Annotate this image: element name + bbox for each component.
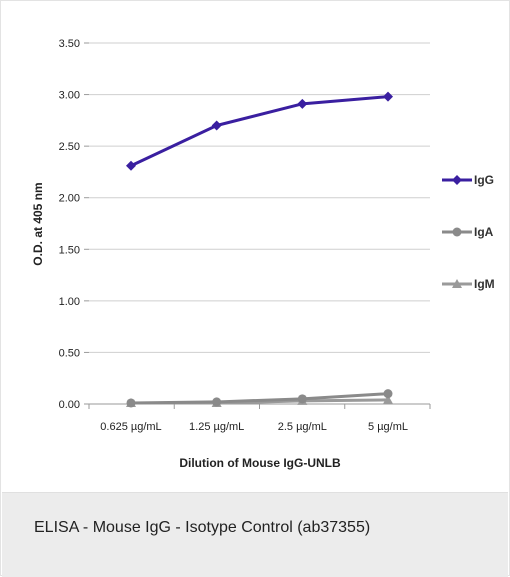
- data-point: [383, 91, 393, 102]
- legend-label: IgG: [474, 173, 494, 187]
- legend-label: IgM: [474, 277, 495, 291]
- legend-item-igm: IgM: [442, 277, 495, 291]
- series-line: [130, 95, 389, 168]
- legend-marker: [452, 175, 462, 185]
- y-tick-label: 2.00: [59, 193, 80, 205]
- series-line: [130, 392, 389, 405]
- x-axis-title: Dilution of Mouse IgG-UNLB: [179, 456, 341, 470]
- data-point: [126, 160, 136, 171]
- data-series: [126, 91, 393, 408]
- y-tick-label: 1.50: [59, 244, 80, 256]
- data-point: [297, 98, 308, 109]
- series-igg: [126, 91, 393, 171]
- legend: IgG IgA IgM: [442, 173, 495, 291]
- y-tick-label: 1.00: [59, 296, 80, 308]
- legend-label: IgA: [474, 225, 494, 239]
- elisa-figure: 0.00 0.50 1.00 1.50 2.00 2.50 3.00 3.50 0.625 µ…: [2, 2, 508, 492]
- series-iga: [126, 389, 393, 408]
- legend-marker: [452, 279, 462, 288]
- data-point: [383, 389, 393, 399]
- data-point: [297, 394, 307, 404]
- x-tick-labels: 0.625 µg/mL 1.25 µg/mL 2.5 µg/mL 5 µg/mL: [100, 421, 408, 433]
- data-point: [211, 120, 222, 131]
- data-point: [126, 398, 136, 408]
- x-tick-label: 1.25 µg/mL: [189, 421, 244, 433]
- y-axis-title: O.D. at 405 nm: [31, 182, 45, 265]
- data-point: [212, 397, 222, 407]
- x-tick-label: 0.625 µg/mL: [100, 421, 161, 433]
- y-tick-label: 0.50: [59, 347, 80, 359]
- x-tick-label: 5 µg/mL: [368, 421, 408, 433]
- gridlines: [84, 42, 431, 409]
- legend-marker: [452, 227, 462, 237]
- legend-item-iga: IgA: [442, 225, 494, 239]
- y-tick-label: 2.50: [59, 141, 80, 153]
- x-tick-label: 2.5 µg/mL: [278, 421, 327, 433]
- y-tick-label: 3.00: [59, 90, 80, 102]
- y-tick-labels: 0.00 0.50 1.00 1.50 2.00 2.50 3.00 3.50: [59, 38, 80, 411]
- caption-bar: ELISA - Mouse IgG - Isotype Control (ab3…: [2, 492, 508, 577]
- y-tick-label: 0.00: [59, 399, 80, 411]
- legend-item-igg: IgG: [442, 173, 494, 187]
- data-point: [383, 394, 393, 404]
- figure-caption: ELISA - Mouse IgG - Isotype Control (ab3…: [34, 519, 371, 536]
- y-tick-label: 3.50: [59, 38, 80, 50]
- elisa-line-chart: 0.00 0.50 1.00 1.50 2.00 2.50 3.00 3.50 0.625 µ…: [31, 38, 495, 470]
